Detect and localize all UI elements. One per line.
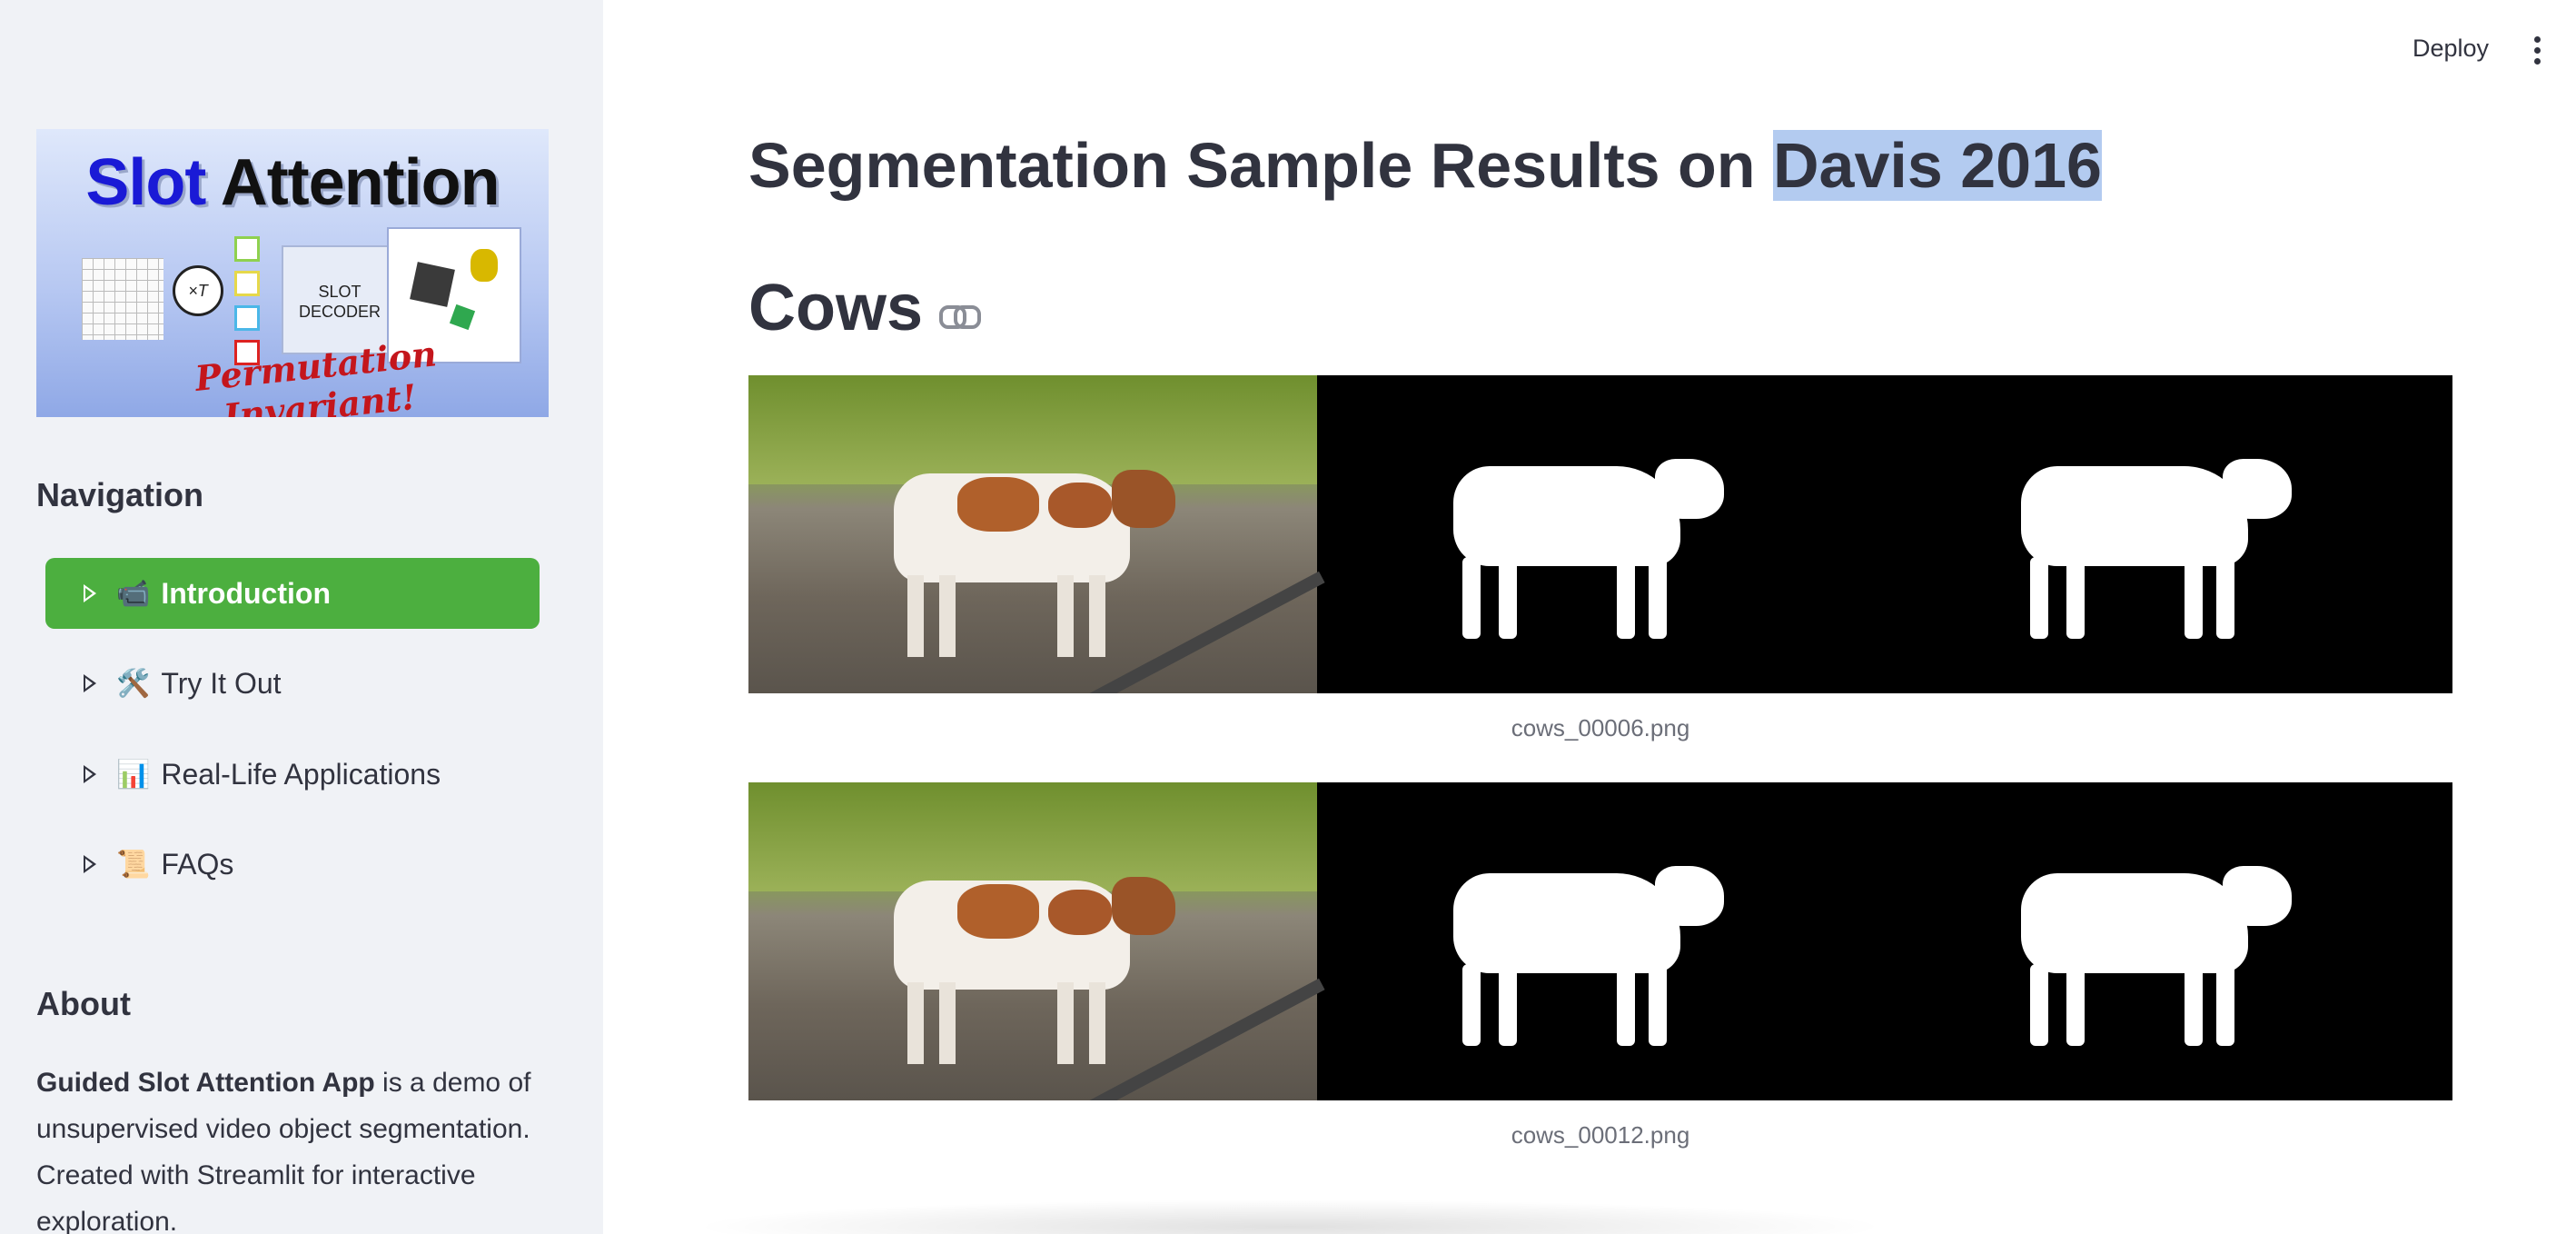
video-camera-icon: 📹 — [116, 578, 151, 609]
about-app-name: Guided Slot Attention App — [36, 1068, 375, 1098]
nav-item-label: FAQs — [161, 847, 234, 881]
more-vert-icon[interactable] — [2534, 36, 2543, 69]
logo-decoder-graphic: SLOT DECODER — [282, 245, 398, 354]
nav-item-faqs[interactable]: 📜 FAQs — [45, 829, 540, 900]
image-caption: cows_00006.png — [1511, 714, 1690, 741]
page-title: Segmentation Sample Results on Davis 201… — [748, 129, 2102, 202]
ground-truth-mask — [1317, 375, 1885, 693]
section-title-text: Cows — [748, 272, 924, 344]
nav-item-introduction[interactable]: 📹 Introduction — [45, 558, 540, 629]
section-title-cows: Cows — [748, 271, 982, 345]
logo-loop-icon: ×T — [173, 265, 223, 316]
sample-image-cows-00012 — [748, 782, 2452, 1100]
logo-output-panel — [387, 227, 521, 363]
expand-triangle-icon — [84, 855, 96, 873]
about-heading: About — [36, 985, 131, 1022]
expand-triangle-icon — [84, 674, 96, 692]
nav-item-label: Try It Out — [161, 666, 282, 700]
image-caption: cows_00012.png — [1511, 1121, 1690, 1149]
logo-slots-graphic — [234, 236, 263, 374]
cow-photo — [748, 375, 1325, 693]
expand-triangle-icon — [84, 765, 96, 783]
sidebar: Slot Attention ×T SLOT DECODER Permutati… — [0, 0, 603, 1234]
predicted-mask — [1885, 375, 2452, 693]
logo-grid-graphic — [82, 258, 163, 340]
logo-cylinder-icon — [471, 249, 498, 282]
logo-title: Slot Attention — [85, 146, 500, 219]
page-title-highlight: Davis 2016 — [1773, 130, 2102, 201]
cow-photo — [748, 782, 1325, 1100]
page-title-prefix: Segmentation Sample Results on — [748, 130, 1773, 201]
about-description: is a demo of unsupervised video object s… — [36, 1068, 531, 1234]
slot-attention-logo: Slot Attention ×T SLOT DECODER Permutati… — [36, 129, 549, 417]
nav-item-label: Real-Life Applications — [161, 757, 441, 791]
about-text: Guided Slot Attention App is a demo of u… — [36, 1060, 563, 1234]
bar-chart-icon: 📊 — [116, 759, 151, 790]
ground-truth-mask — [1317, 782, 1885, 1100]
nav-item-label: Introduction — [161, 576, 331, 610]
scroll-shadow — [690, 1199, 1889, 1234]
deploy-button[interactable]: Deploy — [2413, 35, 2490, 62]
predicted-mask — [1885, 782, 2452, 1100]
sample-image-cows-00006 — [748, 375, 2452, 693]
nav-item-real-life-applications[interactable]: 📊 Real-Life Applications — [45, 739, 540, 810]
anchor-link-icon[interactable] — [939, 304, 982, 329]
expand-triangle-icon — [84, 584, 96, 602]
scroll-icon: 📜 — [116, 849, 151, 880]
logo-cube-icon — [410, 262, 455, 307]
tools-icon: 🛠️ — [116, 668, 151, 699]
navigation-heading: Navigation — [36, 476, 204, 513]
nav-item-try-it-out[interactable]: 🛠️ Try It Out — [45, 648, 540, 719]
